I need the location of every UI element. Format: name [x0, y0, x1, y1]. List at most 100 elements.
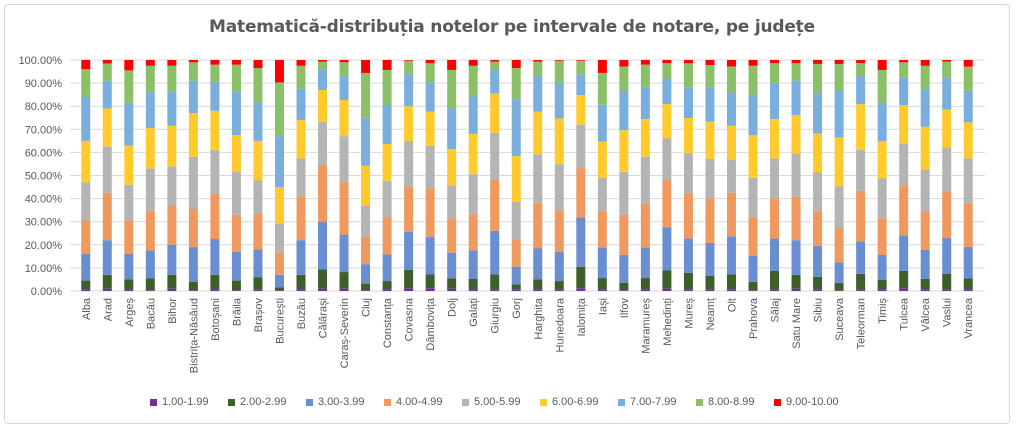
bar-segment [468, 174, 478, 215]
y-tick-label: 90.00% [25, 78, 63, 90]
bar-segment [318, 90, 328, 122]
bar-segment [167, 60, 177, 66]
bar-segment [253, 180, 263, 214]
bar-segment [296, 120, 306, 159]
x-tick-label: Cluj [361, 298, 373, 317]
bar-segment [533, 289, 543, 291]
bar-segment [640, 64, 650, 87]
bar-segment [425, 60, 435, 64]
bar-segment [447, 252, 457, 279]
legend-item: 4.00-4.99 [384, 396, 462, 408]
bar-segment [791, 63, 801, 81]
bar-segment [188, 80, 198, 114]
legend-swatch [384, 398, 391, 406]
bar-segment [770, 289, 780, 291]
bar-segment [102, 192, 112, 241]
bar-segment [361, 205, 371, 237]
bar-segment [856, 190, 866, 242]
x-tick-label: Bihor [167, 298, 179, 324]
bar-segment [834, 137, 844, 187]
x-tick-label: Brăila [231, 297, 243, 326]
bar-segment [404, 60, 414, 61]
bar-segment [770, 60, 780, 64]
bar-segment [942, 61, 952, 78]
x-tick-label: Dâmbovița [425, 297, 437, 350]
bar-segment [877, 102, 887, 142]
bar-segment [834, 282, 844, 291]
bar-segment [791, 60, 801, 64]
bar-segment [339, 60, 349, 63]
bar-segment [253, 213, 263, 250]
legend-label: 7.00-7.99 [630, 396, 677, 408]
x-tick-label: Mehedinți [662, 298, 674, 346]
bar-segment [318, 69, 328, 91]
bar-segment [619, 254, 629, 283]
bar-segment [447, 288, 457, 291]
bar-segment [640, 86, 650, 120]
bar-segment [361, 165, 371, 206]
bar-segment [296, 274, 306, 290]
x-tick-label: Timiș [877, 298, 889, 324]
bar-segment [447, 185, 457, 219]
bar-segment [662, 60, 672, 64]
bar-segment [791, 114, 801, 154]
legend-swatch [306, 398, 313, 406]
bar-segment [920, 278, 930, 290]
bar-segment [748, 135, 758, 178]
bar-segment [210, 64, 220, 82]
bar-segment [468, 278, 478, 290]
bar-segment [576, 60, 586, 75]
bar-segment [81, 254, 91, 281]
legend-item: 1.00-1.99 [150, 396, 228, 408]
bar-segment [554, 83, 564, 119]
bar-segment [942, 77, 952, 110]
x-tick-label: Prahova [748, 297, 760, 339]
bar-segment [899, 143, 909, 186]
bar-segment [619, 290, 629, 291]
bar-segment [382, 180, 392, 218]
bar-segment [899, 288, 909, 291]
bar-segment [705, 158, 715, 199]
bar-segment [339, 62, 349, 77]
bar-segment [188, 60, 198, 63]
bar-segment [899, 185, 909, 236]
bar-segment [726, 289, 736, 291]
bar-segment [102, 108, 112, 147]
legend-label: 1.00-1.99 [162, 396, 209, 408]
bar-segment [576, 266, 586, 289]
bar-segment [640, 119, 650, 157]
bar-segment [296, 196, 306, 241]
bar-segment [382, 60, 392, 70]
bar-segment [791, 288, 801, 291]
bar-segment [253, 249, 263, 278]
bar-segment [231, 172, 241, 215]
bar-segment [210, 81, 220, 111]
bar-segment [210, 150, 220, 194]
bar-segment [533, 61, 543, 76]
bar-segment [102, 80, 112, 109]
x-tick-label: Buzău [296, 298, 308, 329]
bar-segment [188, 290, 198, 291]
x-tick-label: Constanța [382, 297, 394, 348]
bar-segment [748, 60, 758, 66]
bar-segment [770, 119, 780, 159]
bar-segment [468, 96, 478, 134]
bar-segment [662, 78, 672, 105]
bar-segment [124, 145, 134, 185]
bar-segment [511, 289, 521, 291]
bar-segment [361, 117, 371, 166]
bar-segment [124, 279, 134, 290]
bar-segment [490, 289, 500, 291]
bar-segment [877, 289, 887, 291]
bar-segment [920, 60, 930, 66]
bar-segment [619, 171, 629, 216]
bar-segment [339, 182, 349, 235]
x-tick-label: Vaslui [942, 298, 954, 327]
bar-segment [253, 60, 263, 69]
bar-segment [274, 82, 284, 137]
bar-segment [791, 80, 801, 115]
bar-segment [425, 236, 435, 275]
bar-segment [963, 158, 973, 204]
bar-segment [339, 99, 349, 137]
bar-segment [274, 187, 284, 225]
